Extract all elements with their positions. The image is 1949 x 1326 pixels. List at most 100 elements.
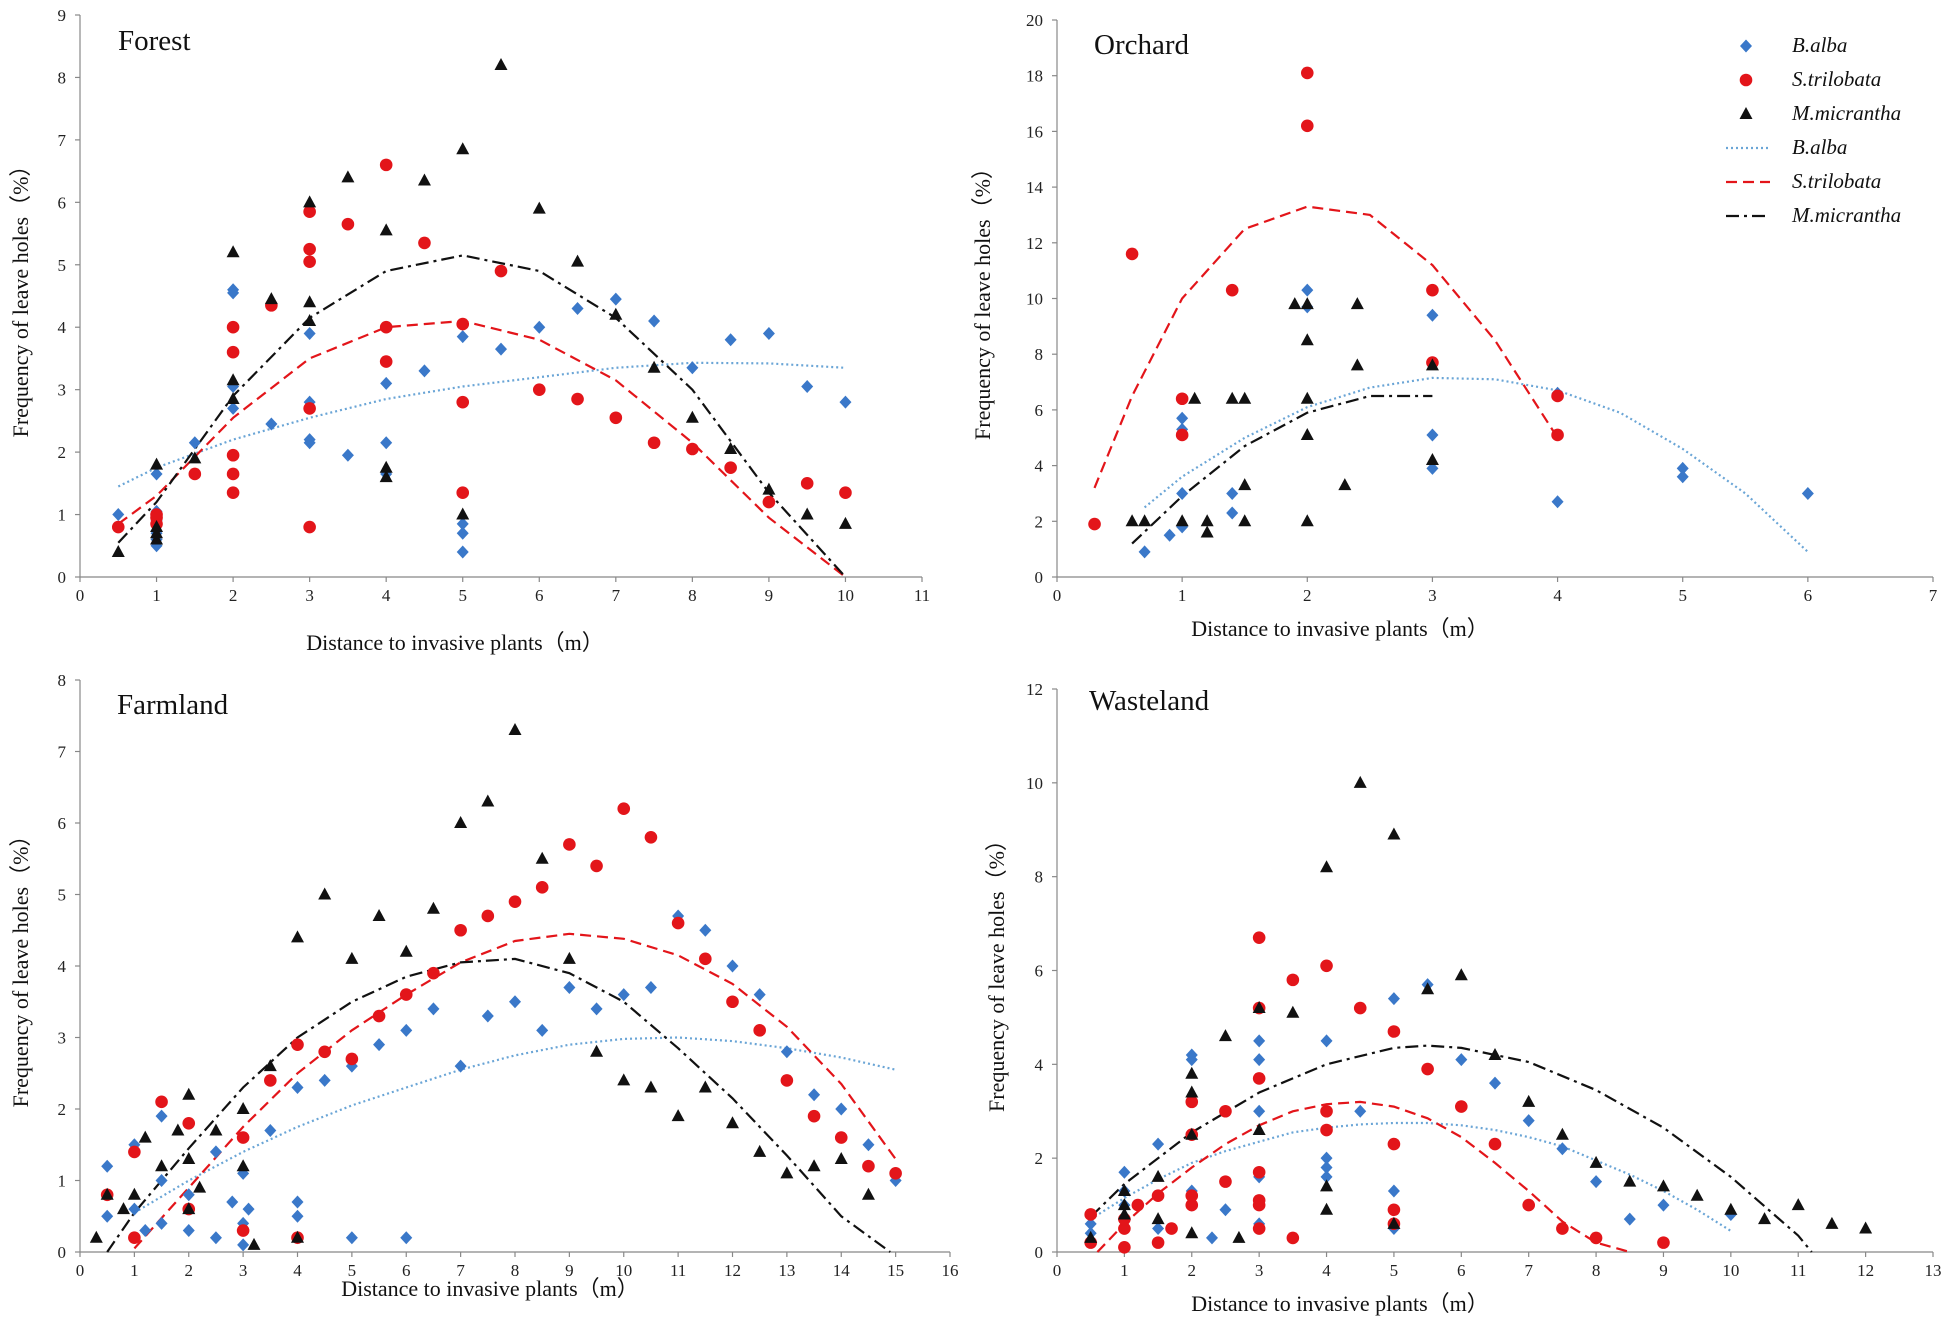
panel-title: Wasteland [1089, 685, 1210, 717]
legend-label: M.micrantha [1791, 101, 1901, 125]
data-point-m-micrantha [171, 1123, 185, 1136]
data-point-m-micrantha [182, 1202, 196, 1215]
data-point-s-trilobata [535, 881, 549, 894]
y-tick-label: 12 [1026, 234, 1043, 253]
data-point-s-trilobata [456, 395, 470, 409]
data-point-b-alba [1219, 1203, 1232, 1217]
y-axis-title: Frequency of leave holes（%） [8, 155, 33, 438]
y-tick-label: 4 [1035, 1055, 1044, 1074]
data-point-s-trilobata [1131, 1198, 1145, 1212]
x-tick-label: 3 [239, 1261, 248, 1280]
data-point-s-trilobata [399, 988, 413, 1001]
data-point-b-alba [862, 1138, 875, 1152]
data-point-m-micrantha [417, 173, 431, 186]
farmland-panel: 0 1 2 3 4 5 6 7 8 9 10 11 12 13 14 15 16012345678Farmlan… [8, 671, 959, 1301]
y-tick-label: 6 [58, 814, 67, 833]
data-point-b-alba [341, 448, 354, 462]
data-point-b-alba [400, 1023, 413, 1037]
y-tick-label: 2 [58, 443, 67, 462]
data-point-s-trilobata [454, 923, 467, 937]
x-tick-label: 9 [765, 586, 774, 605]
x-tick-label: 0 [76, 1261, 85, 1280]
data-point-m-micrantha [1300, 391, 1314, 404]
x-tick-label: 11 [670, 1261, 686, 1280]
data-point-b-alba [1152, 1137, 1165, 1151]
data-point-m-micrantha [1724, 1202, 1738, 1215]
data-point-b-alba [1185, 1048, 1198, 1062]
data-point-m-micrantha [150, 526, 164, 539]
data-point-b-alba [227, 401, 240, 415]
y-tick-label: 2 [1035, 1149, 1044, 1168]
data-point-s-trilobata [182, 1117, 196, 1130]
data-point-b-alba [264, 1123, 277, 1137]
data-point-b-alba [801, 380, 814, 394]
y-tick-label: 0 [58, 568, 67, 587]
data-point-s-trilobata [226, 486, 240, 500]
data-point-b-alba [456, 526, 469, 540]
x-tick-label: 11 [914, 586, 930, 605]
data-point-b-alba [571, 301, 584, 315]
x-tick-label: 5 [1678, 586, 1687, 605]
data-point-b-alba [1138, 545, 1151, 559]
data-point-m-micrantha [508, 723, 522, 736]
data-point-m-micrantha [399, 944, 413, 957]
data-point-b-alba [536, 1023, 549, 1037]
data-point-b-alba [1163, 528, 1176, 542]
data-point-b-alba [456, 330, 469, 344]
data-point-b-alba [345, 1231, 358, 1245]
data-point-m-micrantha [1425, 358, 1439, 371]
data-point-m-micrantha [1825, 1216, 1839, 1229]
y-tick-label: 5 [58, 886, 67, 905]
data-point-b-alba [227, 283, 240, 297]
data-point-b-alba [1426, 308, 1439, 322]
data-point-b-alba [209, 1231, 222, 1245]
data-point-s-trilobata [726, 995, 739, 1009]
data-point-s-trilobata [372, 1009, 386, 1023]
data-point-s-trilobata [128, 1231, 141, 1244]
data-point-m-micrantha [372, 908, 386, 921]
y-tick-label: 8 [58, 68, 67, 87]
data-point-m-micrantha [193, 1180, 207, 1193]
data-point-b-alba [456, 545, 469, 559]
data-point-s-trilobata [699, 952, 712, 966]
data-point-m-micrantha [1555, 1127, 1569, 1140]
legend-marker-b-alba [1740, 39, 1752, 53]
data-point-s-trilobata [862, 1159, 875, 1173]
y-tick-label: 7 [58, 743, 67, 762]
data-point-m-micrantha [1300, 297, 1314, 310]
x-tick-label: 12 [724, 1261, 741, 1280]
y-tick-label: 6 [58, 193, 67, 212]
data-point-b-alba [1176, 486, 1189, 500]
x-tick-label: 13 [778, 1261, 795, 1280]
data-point-s-trilobata [609, 411, 623, 425]
data-point-b-alba [1118, 1165, 1131, 1179]
data-point-m-micrantha [345, 951, 359, 964]
legend-label: S.trilobata [1792, 169, 1881, 193]
data-point-b-alba [380, 376, 393, 390]
data-point-b-alba [1176, 411, 1189, 425]
data-point-m-micrantha [838, 516, 852, 529]
data-point-b-alba [1676, 470, 1689, 484]
data-point-b-alba [380, 436, 393, 450]
y-tick-label: 18 [1026, 67, 1043, 86]
legend-marker-m-micrantha [1739, 107, 1753, 119]
y-tick-label: 0 [1035, 1243, 1044, 1262]
data-point-b-alba [101, 1159, 114, 1173]
data-point-m-micrantha [138, 1130, 152, 1143]
x-tick-label: 4 [1322, 1261, 1331, 1280]
data-point-m-micrantha [209, 1123, 223, 1136]
y-tick-label: 3 [58, 1029, 67, 1048]
data-point-m-micrantha [1200, 514, 1214, 527]
data-point-b-alba [1253, 1104, 1266, 1118]
data-point-b-alba [1623, 1212, 1636, 1226]
data-point-b-alba [780, 1045, 793, 1059]
data-point-m-micrantha [1175, 514, 1189, 527]
data-point-m-micrantha [1238, 514, 1252, 527]
x-tick-label: 7 [1524, 1261, 1533, 1280]
data-point-b-alba [101, 1209, 114, 1223]
data-point-s-trilobata [494, 264, 508, 278]
data-point-m-micrantha [89, 1230, 103, 1243]
x-tick-label: 14 [833, 1261, 851, 1280]
data-point-b-alba [1253, 1034, 1266, 1048]
